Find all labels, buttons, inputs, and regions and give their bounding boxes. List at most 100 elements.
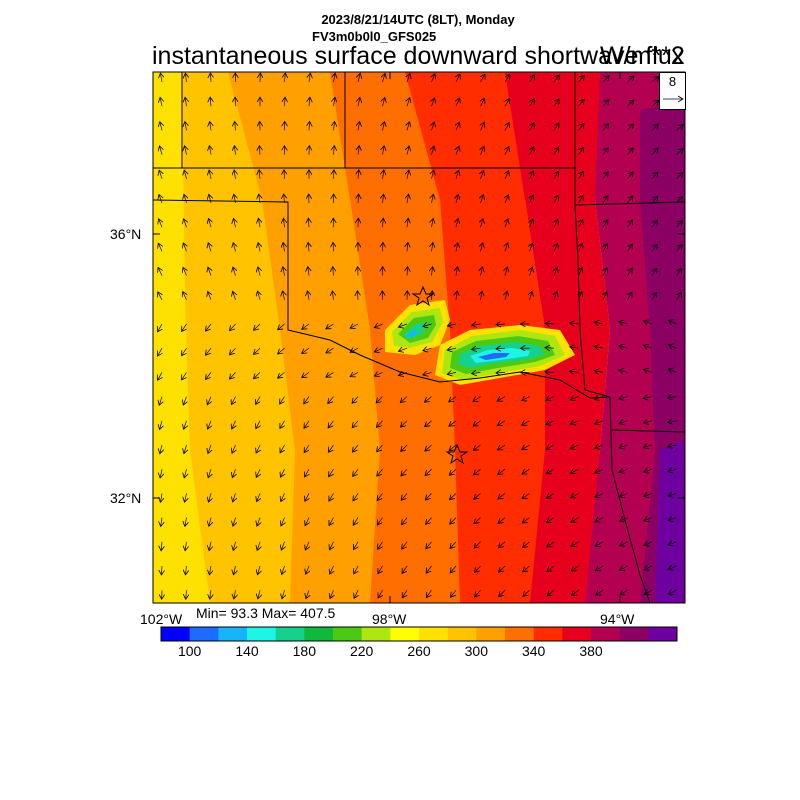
wind-arrow (358, 73, 360, 83)
wind-arrow (377, 468, 383, 476)
wind-arrow (206, 347, 212, 355)
wind-arrow (553, 99, 559, 107)
wind-arrow (450, 541, 457, 549)
wind-arrow (160, 469, 162, 478)
wind-arrow (182, 323, 187, 332)
wind-arrow (354, 541, 359, 550)
wind-arrow (505, 98, 510, 107)
wind-arrow (425, 493, 432, 500)
wind-arrow (530, 171, 534, 179)
wind-arrow (668, 369, 677, 373)
wind-arrow (554, 147, 559, 155)
wind-arrow (308, 218, 309, 228)
wind-arrow (383, 242, 384, 252)
wind-arrow (281, 493, 285, 501)
wind-arrow (570, 323, 579, 324)
wind-arrow (530, 219, 534, 228)
wind-arrow (644, 345, 653, 348)
wind-arrow (570, 397, 579, 400)
wind-arrow (571, 542, 579, 547)
wind-arrow (456, 170, 459, 179)
wind-arrow (234, 590, 236, 599)
wind-arrow (256, 420, 260, 429)
wind-arrow (185, 97, 186, 107)
wind-arrow (547, 589, 555, 596)
wind-arrow (668, 590, 677, 594)
lon-label: 102°W (140, 611, 183, 627)
colorbar-swatch (447, 627, 477, 641)
wind-arrow (651, 100, 659, 107)
colorbar-tick-label: 340 (521, 643, 546, 659)
wind-arrow (209, 146, 211, 155)
wind-arrow (401, 420, 408, 427)
wind-arrow (426, 565, 432, 573)
wind-arrow (254, 372, 261, 378)
star-marker (445, 443, 469, 465)
wind-arrow (553, 123, 559, 131)
wind-arrow (259, 146, 260, 155)
wind-arrow (432, 98, 435, 107)
wind-arrow (595, 518, 604, 522)
wind-arrow (473, 397, 481, 402)
wind-arrow (602, 124, 609, 131)
wind-arrow (474, 493, 481, 499)
wind-arrow (399, 372, 408, 375)
wind-arrow (258, 590, 260, 599)
wind-arrow (644, 590, 653, 594)
wind-arrow (160, 122, 162, 131)
wind-arrow (209, 517, 211, 527)
wind-arrow (309, 121, 310, 131)
wind-arrow (352, 396, 359, 404)
wind-arrow (530, 243, 533, 252)
wind-arrow (594, 371, 604, 373)
wind-arrow (579, 219, 583, 228)
wind-arrow (334, 146, 335, 155)
wind-arrow (547, 541, 555, 547)
colorbar-swatch (218, 627, 248, 641)
wind-arrow (651, 244, 657, 252)
wind-arrow (334, 97, 335, 107)
wind-arrow (627, 172, 634, 180)
wind-arrow (304, 396, 310, 404)
wind-arrow (676, 244, 683, 252)
wind-arrow (259, 194, 260, 204)
wind-arrow (302, 347, 310, 353)
wind-arrow (208, 267, 211, 276)
colorbar-swatch (476, 627, 506, 641)
wind-arrow (302, 372, 310, 377)
wind-arrow (481, 219, 484, 228)
wind-arrow (283, 267, 285, 276)
wind-arrow (159, 396, 162, 406)
wind-arrow (326, 348, 334, 353)
wind-arrow (523, 565, 530, 572)
wind-arrow (160, 444, 162, 454)
axis-ticks (153, 72, 685, 603)
wind-arrow (233, 517, 236, 527)
wind-arrow (456, 74, 460, 83)
wind-arrow (328, 444, 334, 452)
wind-arrow (545, 323, 555, 324)
wind-arrow (676, 172, 683, 180)
wind-arrow (505, 219, 508, 228)
wind-arrow (407, 242, 408, 252)
wind-arrow (554, 291, 557, 300)
wind-arrow (450, 565, 457, 573)
wind-arrow (233, 291, 236, 300)
wind-arrow (401, 493, 408, 500)
wind-arrow (383, 98, 385, 107)
wind-arrow (473, 444, 481, 450)
wind-arrow (676, 149, 684, 155)
wind-arrow (643, 397, 653, 399)
wind-arrow (651, 196, 658, 204)
colorbar-swatch (591, 627, 620, 641)
wind-arrow (185, 122, 187, 131)
wind-arrow (481, 291, 483, 300)
wind-arrow (619, 469, 628, 472)
colorbar-swatch (390, 627, 420, 641)
wind-arrow (651, 268, 657, 276)
wind-arrow (402, 565, 408, 574)
wind-arrow (481, 98, 485, 107)
wind-arrow (481, 243, 483, 252)
wind-arrow (449, 396, 457, 402)
wind-arrow (432, 74, 436, 83)
